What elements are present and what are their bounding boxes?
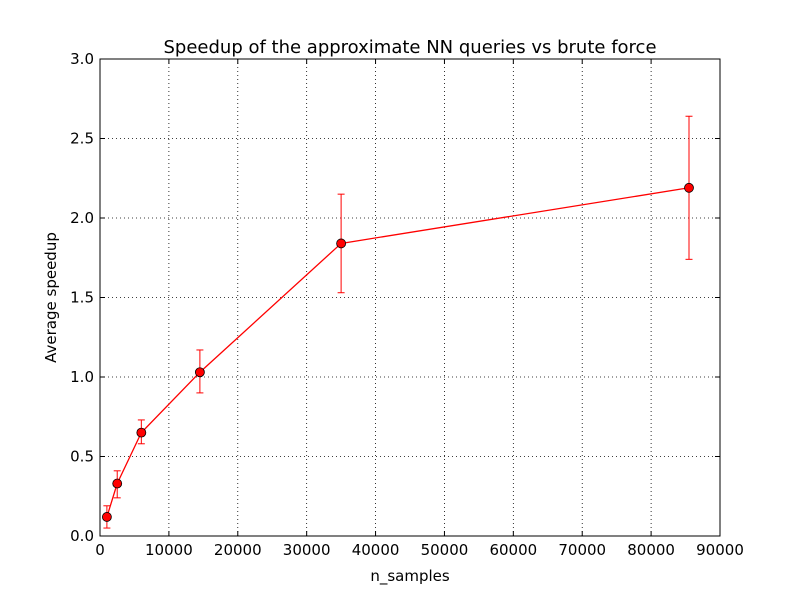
x-axis-label: n_samples [370,567,450,586]
x-tick-label: 70000 [558,541,606,559]
y-tick-label: 3.0 [70,50,94,68]
series-line [106,187,690,518]
ticks: 0 10000 20000 30000 40000 50000 60000 70000 8000… [70,50,744,559]
y-tick-label: 0.0 [70,527,94,545]
y-tick-label: 2.5 [70,130,94,148]
y-tick-label: 0.5 [70,448,94,466]
grid [100,59,720,536]
data-point [336,238,347,249]
x-tick-label: 10000 [145,541,193,559]
y-tick-label: 1.5 [70,289,94,307]
data-point [101,512,112,522]
x-tick-label: 20000 [214,541,262,559]
x-tick-label: 30000 [283,541,331,559]
y-tick-label: 1.0 [70,368,94,386]
y-tick-label: 2.0 [70,209,94,227]
y-axis-label: Average speedup [42,232,60,363]
data-point [684,182,694,193]
x-tick-label: 80000 [627,541,675,559]
x-tick-label: 0 [95,541,105,559]
x-tick-label: 40000 [352,541,400,559]
data-series [101,115,694,529]
data-point [194,367,205,378]
x-tick-label: 90000 [696,541,744,559]
data-point [136,427,147,438]
chart-title: Speedup of the approximate NN queries vs… [163,37,656,58]
x-tick-label: 50000 [421,541,469,559]
data-point [112,478,123,489]
x-tick-label: 60000 [489,541,537,559]
